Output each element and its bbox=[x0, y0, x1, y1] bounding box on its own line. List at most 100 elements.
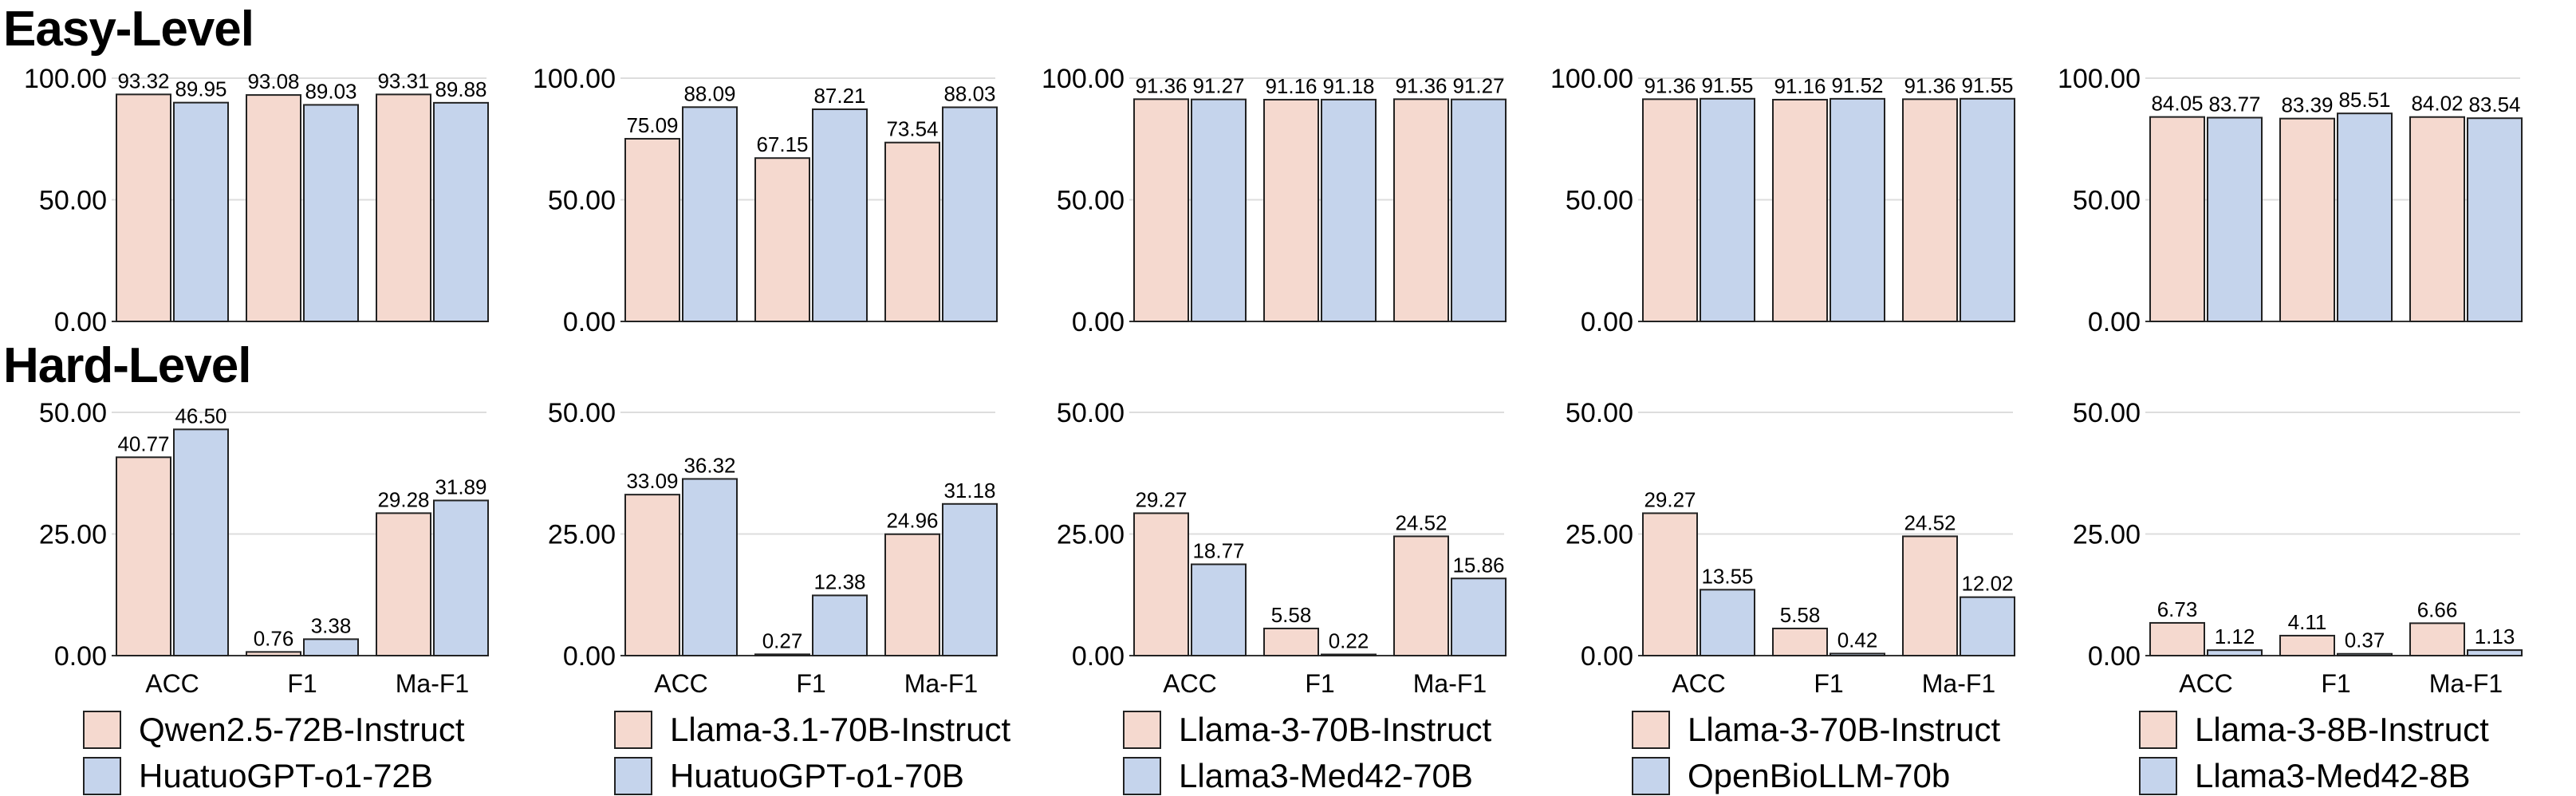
bar bbox=[1451, 577, 1507, 657]
bar bbox=[2337, 652, 2393, 656]
bar-value-label: 0.27 bbox=[762, 629, 803, 652]
bar-value-label: 0.42 bbox=[1837, 628, 1878, 652]
legend-item: Llama3-Med42-8B bbox=[2139, 756, 2489, 796]
bar-value-label: 46.50 bbox=[175, 404, 226, 428]
y-tick-label: 50.00 bbox=[1566, 186, 1633, 216]
legend-swatch-base bbox=[1632, 711, 1670, 749]
bar bbox=[1830, 97, 1885, 322]
bar bbox=[116, 456, 171, 656]
bar bbox=[682, 106, 738, 322]
bar bbox=[812, 594, 868, 656]
bar-value-label: 18.77 bbox=[1192, 539, 1244, 563]
bar bbox=[1902, 98, 1958, 323]
x-tick-label: F1 bbox=[1305, 669, 1334, 698]
bar-value-label: 89.88 bbox=[435, 77, 486, 101]
y-tick-label: 50.00 bbox=[1566, 398, 1633, 428]
bar bbox=[173, 428, 229, 656]
bar bbox=[1321, 653, 1377, 656]
y-tick-label: 0.00 bbox=[54, 641, 107, 672]
bar-value-label: 91.27 bbox=[1452, 74, 1504, 98]
legend-label: Llama-3-70B-Instruct bbox=[1179, 711, 1492, 748]
y-tick-label: 0.00 bbox=[54, 307, 107, 337]
x-tick-label: ACC bbox=[2179, 669, 2233, 698]
y-tick-label: 50.00 bbox=[2073, 186, 2141, 216]
y-tick-label: 25.00 bbox=[548, 520, 616, 550]
bar-value-label: 88.03 bbox=[943, 82, 995, 106]
bar bbox=[116, 93, 171, 323]
bar-value-label: 91.36 bbox=[1135, 73, 1187, 97]
bar bbox=[1393, 98, 1449, 323]
y-tick-label: 100.00 bbox=[24, 64, 107, 94]
y-tick-label: 0.00 bbox=[1581, 307, 1633, 337]
legend-label: Llama-3.1-70B-Instruct bbox=[670, 711, 1011, 748]
bar bbox=[812, 108, 868, 323]
legend-5: Llama-3-8B-Instruct Llama3-Med42-8B bbox=[2139, 710, 2489, 796]
bar-value-label: 93.08 bbox=[247, 69, 299, 93]
bar-value-label: 31.18 bbox=[943, 479, 995, 502]
x-tick-label: Ma-F1 bbox=[2429, 669, 2503, 698]
bar bbox=[624, 137, 680, 322]
legend-item: HuatuoGPT-o1-72B bbox=[83, 756, 465, 796]
bar-value-label: 0.37 bbox=[2345, 629, 2385, 652]
bar-value-label: 6.66 bbox=[2417, 597, 2458, 621]
bar-value-label: 36.32 bbox=[683, 453, 735, 477]
bar-value-label: 91.36 bbox=[1395, 73, 1447, 97]
y-tick-label: 50.00 bbox=[1057, 398, 1125, 428]
y-tick-label: 25.00 bbox=[39, 520, 107, 550]
legend-label: Llama3-Med42-8B bbox=[2195, 757, 2471, 794]
y-tick-label: 50.00 bbox=[39, 398, 107, 428]
bar bbox=[1642, 98, 1698, 323]
bar-value-label: 0.76 bbox=[254, 626, 294, 650]
x-tick-label: F1 bbox=[1814, 669, 1843, 698]
bar bbox=[2279, 634, 2335, 657]
bar-value-label: 83.39 bbox=[2281, 93, 2333, 117]
legend-swatch-base bbox=[2139, 711, 2177, 749]
x-tick-label: F1 bbox=[796, 669, 825, 698]
bar-value-label: 4.11 bbox=[2288, 610, 2327, 634]
bar bbox=[942, 106, 998, 322]
bar-value-label: 1.12 bbox=[2215, 625, 2255, 648]
bar-value-label: 89.95 bbox=[175, 77, 226, 101]
y-tick-label: 0.00 bbox=[563, 307, 616, 337]
legend-swatch-med bbox=[1123, 757, 1161, 795]
bar bbox=[884, 533, 940, 657]
easy-level-title: Easy-Level bbox=[3, 2, 254, 57]
y-tick-label: 0.00 bbox=[1072, 307, 1125, 337]
bar-value-label: 91.16 bbox=[1774, 74, 1826, 98]
bar bbox=[2467, 649, 2523, 656]
bar-value-label: 93.32 bbox=[117, 69, 169, 93]
x-tick-label: Ma-F1 bbox=[1413, 669, 1487, 698]
bar bbox=[682, 478, 738, 656]
bar bbox=[1191, 98, 1247, 323]
bar-value-label: 24.96 bbox=[886, 509, 938, 533]
bar bbox=[942, 502, 998, 656]
legend-3: Llama-3-70B-Instruct Llama3-Med42-70B bbox=[1123, 710, 1491, 796]
bar-value-label: 73.54 bbox=[886, 117, 938, 141]
bar-value-label: 0.22 bbox=[1329, 629, 1369, 653]
x-tick-label: Ma-F1 bbox=[396, 669, 469, 698]
legend-label: Llama-3-8B-Instruct bbox=[2195, 711, 2489, 748]
bar-value-label: 91.16 bbox=[1265, 74, 1317, 98]
bar bbox=[376, 512, 431, 657]
x-tick-label: Ma-F1 bbox=[904, 669, 978, 698]
legend-4: Llama-3-70B-Instruct OpenBioLLM-70b bbox=[1632, 710, 2000, 796]
bar-value-label: 29.27 bbox=[1135, 487, 1187, 511]
bar bbox=[1700, 589, 1755, 656]
bar bbox=[1902, 535, 1958, 656]
bar-value-label: 24.52 bbox=[1904, 510, 1956, 534]
bar bbox=[173, 101, 229, 322]
bar bbox=[1191, 563, 1247, 656]
bar-value-label: 91.52 bbox=[1831, 73, 1883, 97]
bar bbox=[303, 638, 359, 657]
bar bbox=[754, 653, 810, 657]
legend-label: Qwen2.5-72B-Instruct bbox=[139, 711, 465, 748]
x-tick-label: ACC bbox=[654, 669, 708, 698]
y-tick-label: 0.00 bbox=[2088, 641, 2141, 672]
bar-value-label: 88.09 bbox=[683, 81, 735, 105]
bar-value-label: 24.52 bbox=[1395, 510, 1447, 534]
bar-value-label: 29.28 bbox=[377, 487, 429, 511]
bar bbox=[1960, 596, 2015, 656]
bar bbox=[2149, 621, 2205, 657]
